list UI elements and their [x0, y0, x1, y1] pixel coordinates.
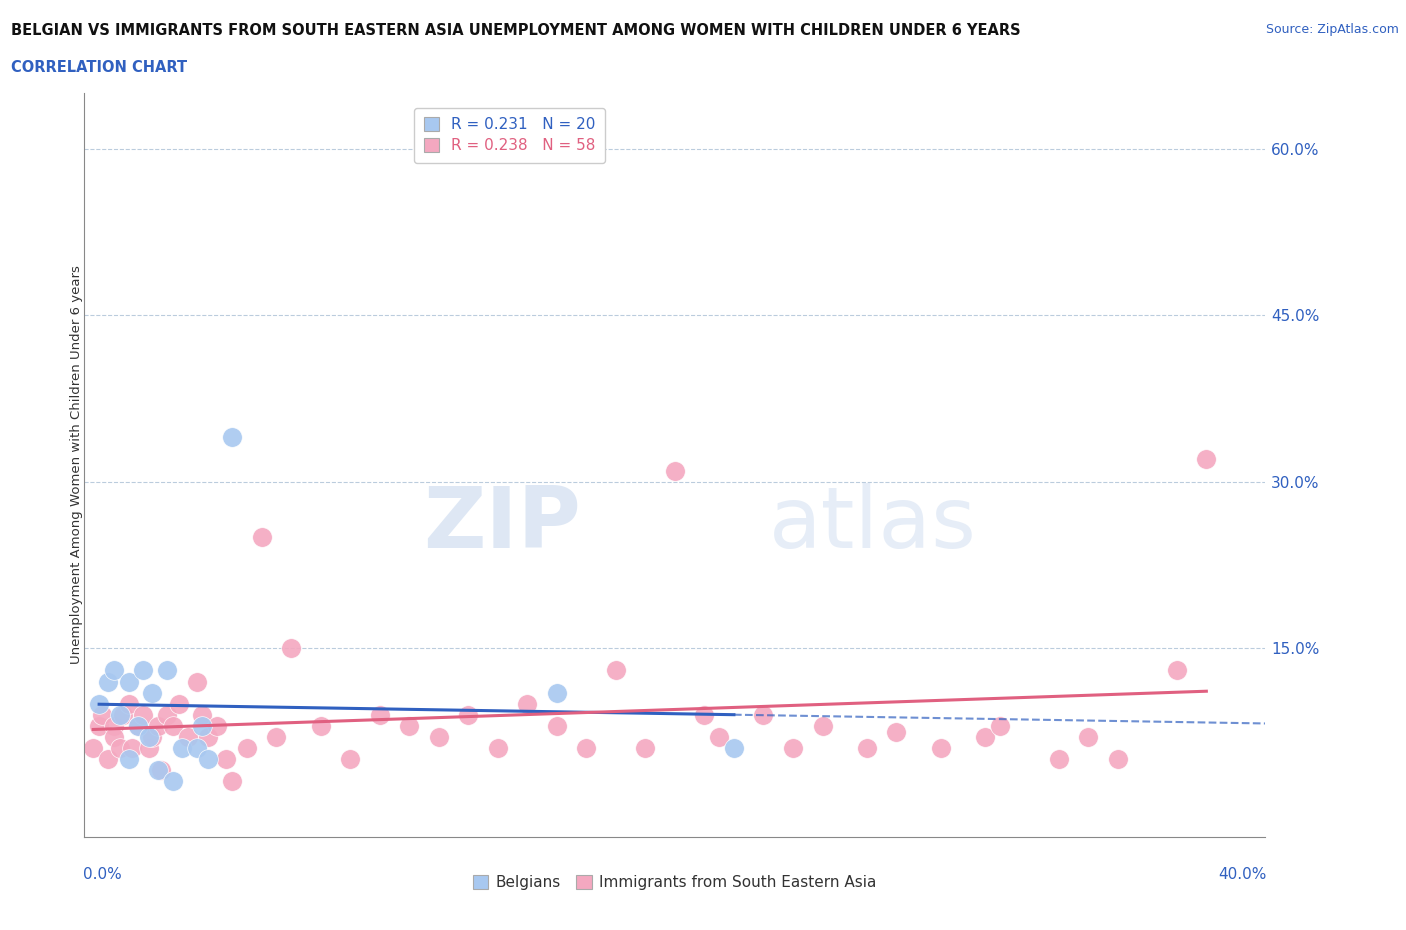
Point: [264, 730, 288, 745]
Point: [398, 719, 420, 734]
Point: [605, 663, 627, 678]
Text: CORRELATION CHART: CORRELATION CHART: [11, 60, 187, 75]
Point: [215, 751, 238, 766]
Point: [132, 708, 155, 723]
Point: [546, 719, 568, 734]
Point: [186, 740, 208, 755]
Point: [162, 719, 184, 734]
Point: [138, 730, 160, 745]
Text: BELGIAN VS IMMIGRANTS FROM SOUTH EASTERN ASIA UNEMPLOYMENT AMONG WOMEN WITH CHIL: BELGIAN VS IMMIGRANTS FROM SOUTH EASTERN…: [11, 23, 1021, 38]
Point: [138, 740, 160, 755]
Point: [575, 740, 598, 755]
Point: [118, 751, 141, 766]
Point: [457, 708, 479, 723]
Point: [191, 708, 214, 723]
Point: [280, 641, 302, 656]
Legend: Belgians, Immigrants from South Eastern Asia: Belgians, Immigrants from South Eastern …: [467, 869, 883, 897]
Point: [634, 740, 657, 755]
Point: [97, 751, 120, 766]
Point: [855, 740, 877, 755]
Point: [89, 697, 111, 711]
Point: [82, 740, 104, 755]
Point: [156, 708, 179, 723]
Point: [988, 719, 1011, 734]
Point: [197, 751, 219, 766]
Point: [148, 763, 170, 777]
Text: ZIP: ZIP: [423, 483, 581, 566]
Text: 40.0%: 40.0%: [1218, 867, 1267, 882]
Point: [170, 740, 193, 755]
Point: [516, 697, 538, 711]
Point: [127, 719, 149, 734]
Point: [108, 708, 131, 723]
Point: [97, 674, 120, 689]
Point: [929, 740, 952, 755]
Point: [186, 674, 208, 689]
Point: [148, 719, 170, 734]
Point: [339, 751, 361, 766]
Point: [167, 697, 190, 711]
Point: [1047, 751, 1070, 766]
Point: [108, 740, 131, 755]
Point: [309, 719, 332, 734]
Point: [973, 730, 995, 745]
Point: [141, 730, 163, 745]
Point: [250, 530, 273, 545]
Point: [191, 719, 214, 734]
Point: [221, 774, 243, 789]
Point: [221, 430, 243, 445]
Point: [205, 719, 228, 734]
Point: [1195, 452, 1218, 467]
Point: [111, 708, 134, 723]
Point: [103, 730, 125, 745]
Point: [664, 463, 686, 478]
Y-axis label: Unemployment Among Women with Children Under 6 years: Unemployment Among Women with Children U…: [69, 266, 83, 664]
Point: [91, 708, 114, 723]
Point: [236, 740, 259, 755]
Point: [150, 763, 173, 777]
Point: [693, 708, 716, 723]
Point: [886, 724, 908, 739]
Point: [486, 740, 509, 755]
Point: [141, 685, 163, 700]
Point: [103, 719, 125, 734]
Point: [132, 663, 155, 678]
Point: [127, 719, 149, 734]
Point: [427, 730, 450, 745]
Text: Source: ZipAtlas.com: Source: ZipAtlas.com: [1265, 23, 1399, 36]
Point: [546, 685, 568, 700]
Point: [752, 708, 775, 723]
Point: [1166, 663, 1188, 678]
Point: [811, 719, 834, 734]
Point: [1077, 730, 1099, 745]
Point: [118, 674, 141, 689]
Point: [121, 740, 143, 755]
Point: [723, 740, 745, 755]
Point: [177, 730, 200, 745]
Point: [162, 774, 184, 789]
Point: [782, 740, 804, 755]
Point: [156, 663, 179, 678]
Text: atlas: atlas: [769, 483, 977, 566]
Text: 0.0%: 0.0%: [83, 867, 122, 882]
Point: [118, 697, 141, 711]
Point: [89, 719, 111, 734]
Point: [197, 730, 219, 745]
Point: [368, 708, 391, 723]
Point: [1107, 751, 1129, 766]
Point: [709, 730, 731, 745]
Point: [103, 663, 125, 678]
